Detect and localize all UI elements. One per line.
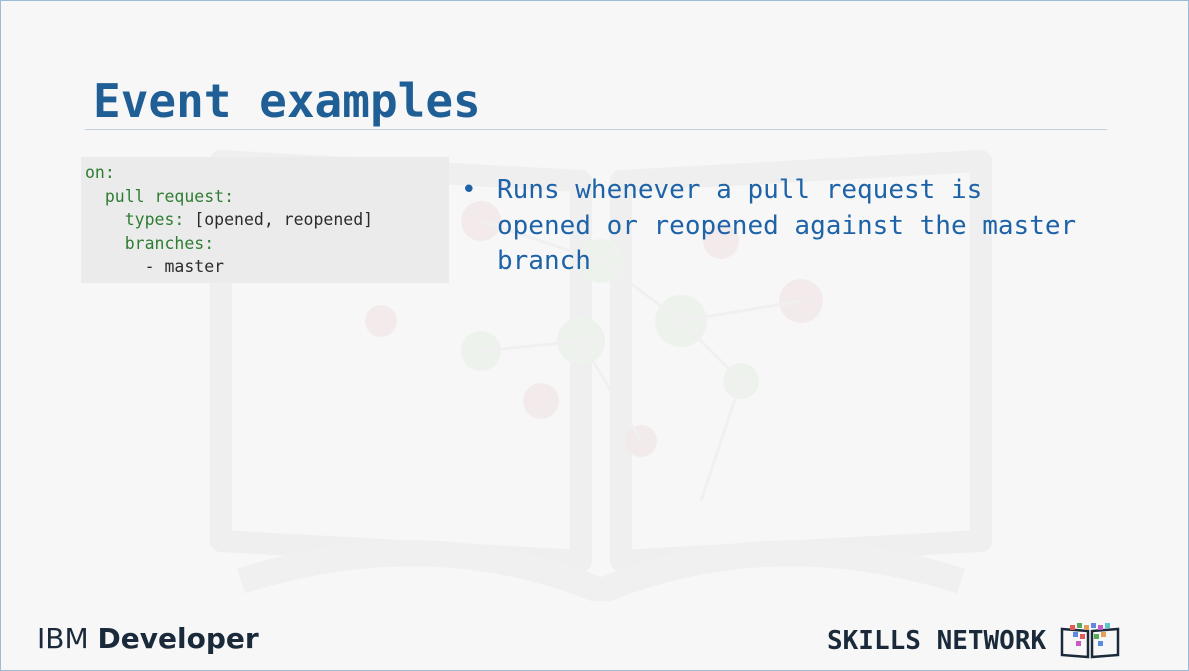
brand-developer: Developer (97, 622, 259, 655)
bullet-list: • Runs whenever a pull request is opened… (461, 173, 1161, 280)
bullet-item: • Runs whenever a pull request is opened… (461, 173, 1161, 280)
brand-ibm: IBM (37, 622, 89, 655)
ibm-developer-logo: IBM Developer (37, 619, 259, 659)
title-divider (85, 129, 1107, 130)
code-line: - master (85, 255, 449, 279)
bullet-line: opened or reopened against the master (497, 210, 1077, 241)
code-key: pull request: (85, 186, 235, 206)
bullet-marker: • (461, 175, 477, 205)
book-network-watermark-icon (210, 150, 992, 601)
code-line: on: (85, 161, 449, 185)
code-value: [opened, reopened] (184, 210, 374, 229)
code-key: types: (85, 210, 185, 229)
code-line: pull request: (85, 185, 449, 209)
code-key: branches: (85, 233, 215, 253)
code-key: on: (85, 163, 115, 182)
slide-title: Event examples (93, 74, 481, 128)
code-value: - master (85, 257, 225, 276)
code-line: branches: (85, 232, 449, 256)
skills-network-text: SKILLS NETWORK (827, 626, 1047, 656)
skills-network-logo: SKILLS NETWORK (827, 621, 1122, 661)
bullet-line: branch (497, 246, 591, 276)
bullet-line: Runs whenever a pull request is (497, 175, 983, 205)
code-line: types: [opened, reopened] (85, 208, 449, 232)
skills-network-book-logo-icon (1060, 623, 1120, 659)
code-block: on: pull request: types: [opened, reopen… (81, 157, 449, 283)
